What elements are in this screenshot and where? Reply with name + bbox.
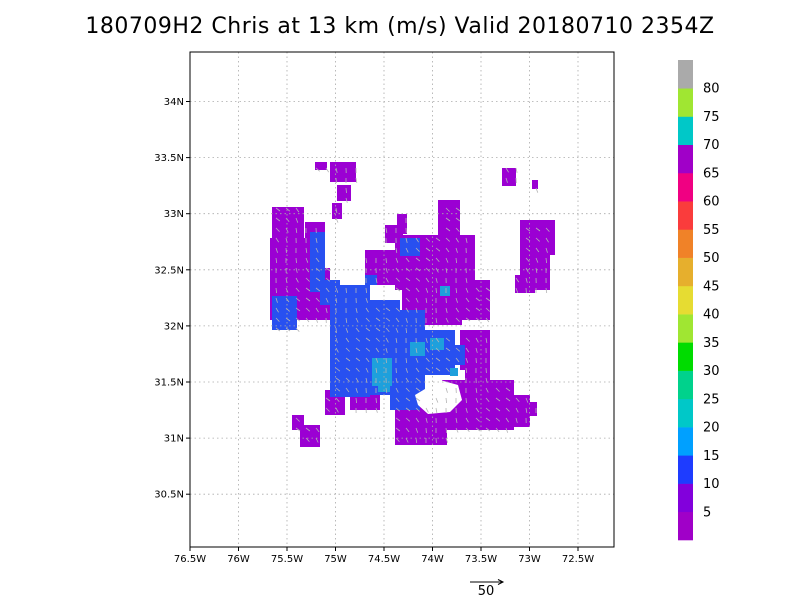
lon-tick-label: 73.5W	[465, 554, 497, 565]
colorbar-segment	[678, 370, 693, 400]
map-frame	[189, 51, 615, 548]
lon-tick-label: 73W	[518, 554, 541, 565]
reference-arrow	[470, 579, 505, 585]
colorbar-segment	[678, 314, 693, 343]
colorbar-segment	[678, 229, 693, 258]
lat-tick-label: 31N	[164, 434, 184, 445]
colorbar-segment	[678, 257, 693, 287]
colorbar-segment	[678, 427, 693, 456]
colorbar-label: 45	[703, 279, 720, 294]
lon-tick-label: 75.5W	[271, 554, 303, 565]
reference-arrow-label: 50	[477, 584, 495, 599]
colorbar-segment	[678, 342, 693, 371]
colorbar-label: 10	[703, 477, 720, 492]
lon-tick-label: 74W	[421, 554, 444, 565]
colorbar-label: 50	[703, 251, 720, 266]
colorbar-label: 65	[703, 166, 720, 181]
lat-tick-label: 32N	[164, 321, 184, 332]
lat-tick-label: 30.5N	[154, 490, 184, 501]
colorbar-label: 30	[703, 364, 720, 379]
lat-lon-grid	[190, 52, 614, 547]
lat-tick-label: 31.5N	[154, 378, 184, 389]
lat-tick-label: 34N	[164, 97, 184, 108]
colorbar-label: 20	[703, 421, 720, 436]
wind-vectors	[275, 167, 550, 444]
colorbar-label: 15	[703, 449, 720, 464]
plot-title: 180709H2 Chris at 13 km (m/s) Valid 2018…	[85, 14, 715, 39]
colorbar-label: 80	[703, 82, 720, 97]
colorbar: 5 10 15 20 25 30 35 40 45 50 55 60 65 70 75 80	[678, 60, 720, 541]
colorbar-segment	[678, 116, 693, 146]
colorbar-label: 75	[703, 110, 720, 125]
lon-tick-label: 76.5W	[174, 554, 206, 565]
colorbar-segment	[678, 483, 693, 513]
colorbar-segment	[678, 144, 693, 174]
colorbar-label: 40	[703, 308, 720, 323]
lat-tick-label: 32.5N	[154, 265, 184, 276]
colorbar-label: 25	[703, 392, 720, 407]
colorbar-segment	[678, 285, 693, 315]
colorbar-segment	[678, 60, 693, 89]
colorbar-label: 70	[703, 138, 720, 153]
latitude-ticks: 34N 33.5N 33N 32.5N 32N 31.5N 31N 30.5N	[154, 97, 190, 501]
lat-tick-label: 33.5N	[154, 153, 184, 164]
colorbar-label: 35	[703, 336, 720, 351]
lon-tick-label: 74.5W	[368, 554, 400, 565]
lat-tick-label: 33N	[164, 209, 184, 220]
colorbar-segment	[678, 201, 693, 230]
colorbar-segment	[678, 455, 693, 484]
lon-tick-label: 72.5W	[562, 554, 594, 565]
colorbar-segment	[678, 511, 693, 541]
colorbar-label: 55	[703, 223, 720, 238]
colorbar-segment	[678, 398, 693, 428]
longitude-ticks: 76.5W 76W 75.5W 75W 74.5W 74W 73.5W 73W 72.5W	[174, 547, 594, 565]
colorbar-segment	[678, 172, 693, 202]
colorbar-segment	[678, 88, 693, 117]
colorbar-label: 60	[703, 195, 720, 210]
lon-tick-label: 76W	[227, 554, 250, 565]
colorbar-label: 5	[703, 505, 711, 520]
lon-tick-label: 75W	[324, 554, 347, 565]
wind-speed-field	[270, 162, 555, 447]
